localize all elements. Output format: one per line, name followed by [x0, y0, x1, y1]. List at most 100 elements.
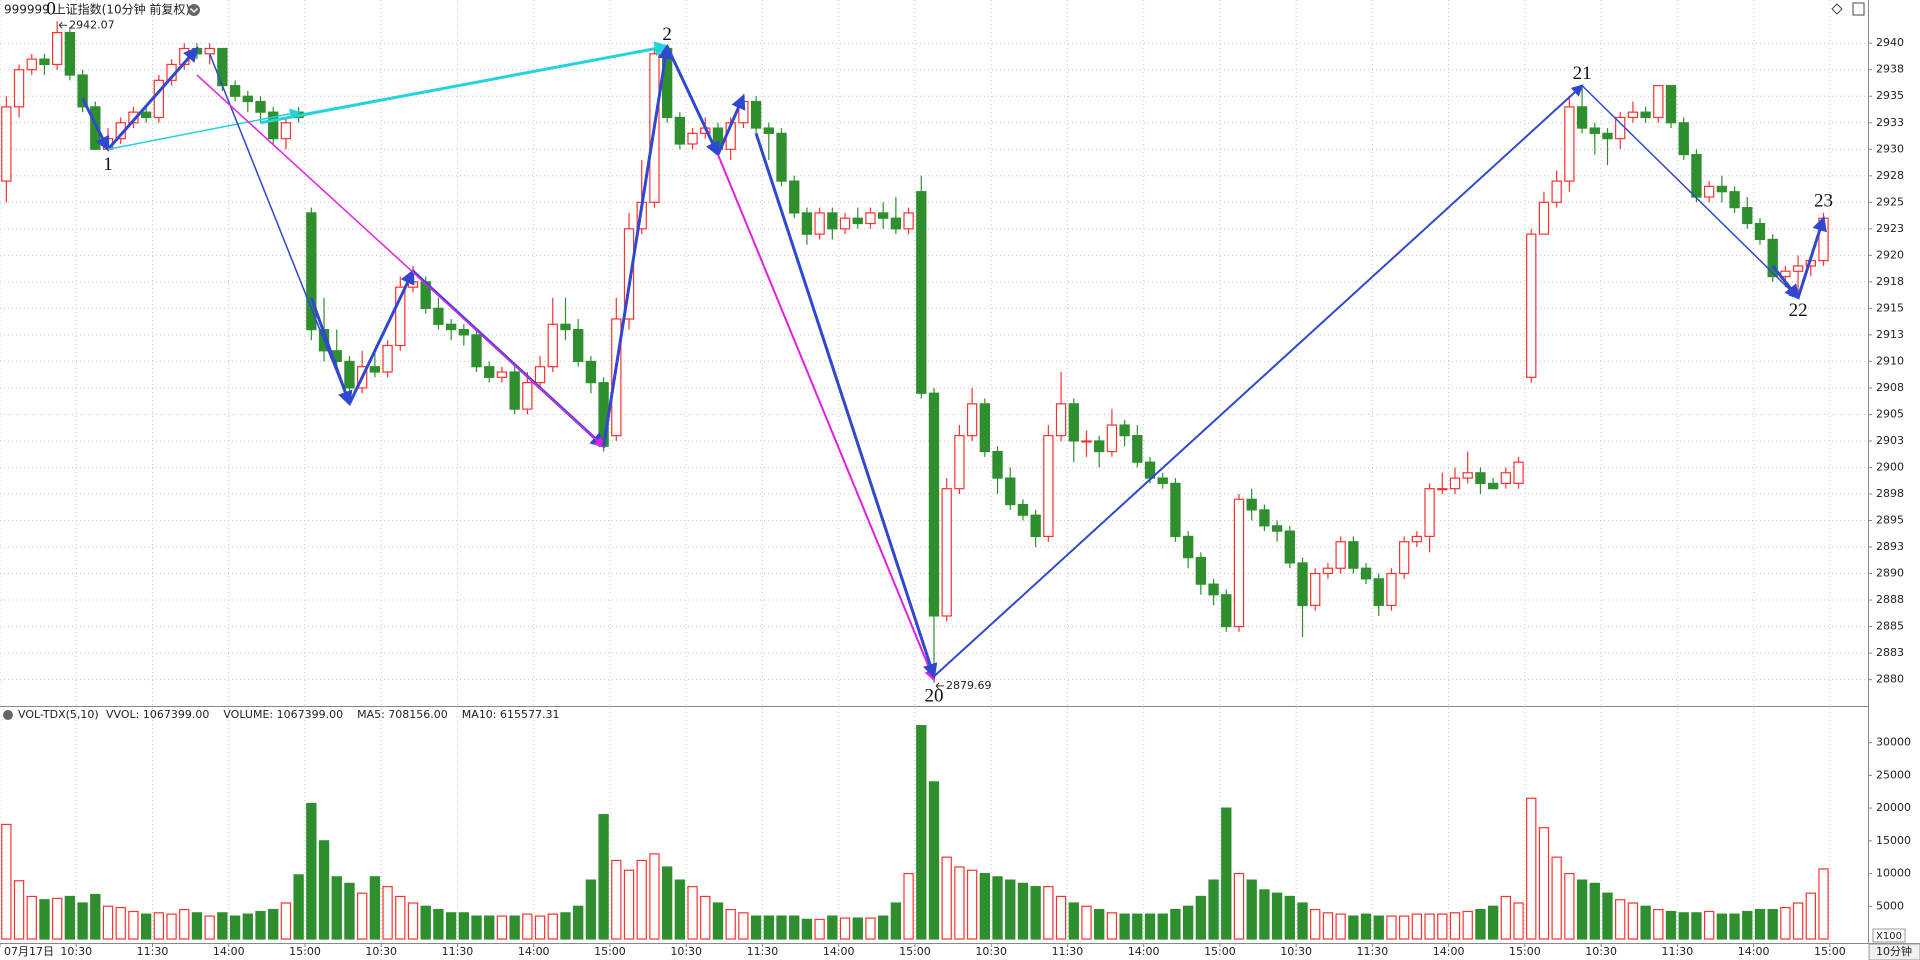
- candle-body: [1310, 572, 1321, 606]
- volume-bar: [52, 897, 63, 940]
- volume-bar: [1475, 908, 1486, 940]
- candle-body: [1246, 498, 1257, 511]
- volume-bar: [801, 918, 813, 940]
- volume-bar: [484, 915, 495, 940]
- vol-menu-icon[interactable]: [3, 710, 13, 720]
- volume-bar: [623, 869, 635, 940]
- y-tick-label: 5000: [1876, 899, 1904, 912]
- volume-bar: [1348, 915, 1359, 940]
- period-box[interactable]: [1868, 943, 1920, 960]
- volume-bar: [1513, 902, 1524, 940]
- volume-bar: [1462, 910, 1473, 940]
- menu-icon[interactable]: [188, 4, 200, 16]
- zigzag-line: [1771, 265, 1800, 300]
- volume-bar: [395, 895, 406, 940]
- y-tick-label: 2935: [1876, 89, 1904, 102]
- candle-body: [496, 371, 508, 378]
- volume-bar: [534, 915, 546, 940]
- x-tick-label: 10:30: [60, 945, 92, 958]
- volume-bar: [1259, 889, 1270, 940]
- candle-body: [1284, 530, 1295, 564]
- volume-bar: [344, 882, 355, 940]
- volume-bar: [306, 802, 317, 940]
- volume-bar: [1068, 902, 1079, 940]
- unit-box: [1872, 928, 1906, 943]
- candle-body: [1729, 191, 1740, 209]
- candle-body: [13, 69, 25, 108]
- candle-body: [877, 212, 889, 219]
- volume-bar: [941, 856, 952, 940]
- x-tick-label: 14:00: [213, 945, 245, 958]
- y-tick-label: 25000: [1876, 768, 1911, 781]
- candle-body: [1716, 185, 1728, 193]
- volume-bar: [420, 905, 431, 940]
- candle-body: [954, 435, 965, 490]
- x-tick-label: 11:30: [137, 945, 169, 958]
- zigzag-line: [602, 43, 673, 447]
- candle-body: [344, 360, 355, 389]
- candle-body: [39, 58, 50, 66]
- candle-body: [1513, 461, 1524, 484]
- volume-bar: [738, 912, 749, 940]
- candle-body: [979, 403, 991, 453]
- y-tick-label: 2938: [1876, 63, 1904, 76]
- volume-bar: [1055, 895, 1067, 940]
- volume-bar: [954, 866, 965, 940]
- candle-body: [509, 371, 520, 410]
- candle-body: [801, 212, 813, 235]
- volume-bar: [1195, 895, 1207, 940]
- volume-bar: [90, 893, 101, 940]
- volume-bar: [636, 859, 647, 940]
- x-tick-label: 10:30: [1280, 945, 1312, 958]
- price-label: 2942.07: [69, 18, 115, 31]
- volume-bar: [509, 915, 520, 940]
- zigzag-line: [1581, 85, 1800, 299]
- volume-bar: [407, 902, 419, 940]
- candle-body: [1627, 111, 1639, 119]
- y-tick-label: 2880: [1876, 673, 1904, 686]
- volume-bar: [1106, 912, 1118, 940]
- volume-bar: [725, 908, 736, 940]
- volume-bar: [1424, 913, 1435, 940]
- candle-body: [471, 334, 482, 368]
- volume-bar: [1500, 895, 1512, 940]
- x-tick-label: 11:30: [1662, 945, 1694, 958]
- y-tick-label: 2895: [1876, 514, 1904, 527]
- volume-bar: [217, 912, 228, 940]
- volume-bar: [1589, 882, 1600, 940]
- volume-bar: [242, 913, 253, 940]
- x-tick-label: 14:00: [1433, 945, 1465, 958]
- diamond-icon[interactable]: [1831, 3, 1843, 15]
- volume-bar: [77, 902, 88, 940]
- candle-body: [52, 32, 63, 66]
- volume-bar: [649, 853, 660, 940]
- candle-body: [1487, 482, 1499, 490]
- volume-bar: [1665, 910, 1677, 940]
- volume-bar: [153, 912, 165, 940]
- x-tick-label: 14:00: [518, 945, 550, 958]
- y-tick-label: 2900: [1876, 460, 1904, 473]
- volume-bar: [13, 880, 25, 940]
- zigzag-line: [933, 84, 1584, 678]
- y-tick-label: 2890: [1876, 567, 1904, 580]
- candle-body: [1322, 567, 1334, 575]
- candle-body: [1437, 488, 1448, 491]
- volume-bar: [64, 895, 76, 940]
- volume-bar: [1767, 908, 1778, 940]
- zigzag-line: [1796, 215, 1827, 299]
- panel-icon[interactable]: [1852, 2, 1865, 16]
- pivot-label: 23: [1814, 190, 1833, 211]
- candle-body: [789, 180, 800, 214]
- volume-bar: [585, 879, 597, 940]
- volume-bar: [1487, 905, 1499, 940]
- y-tick-label: 2940: [1876, 36, 1904, 49]
- volume-bar: [928, 781, 940, 940]
- price-pointer: [58, 21, 68, 29]
- candle-body: [890, 217, 902, 230]
- zigzag-line: [309, 297, 353, 407]
- volume-bar: [1386, 915, 1397, 940]
- volume-bar: [1373, 915, 1384, 940]
- volume-bar: [1411, 913, 1423, 940]
- volume-bar: [966, 869, 978, 940]
